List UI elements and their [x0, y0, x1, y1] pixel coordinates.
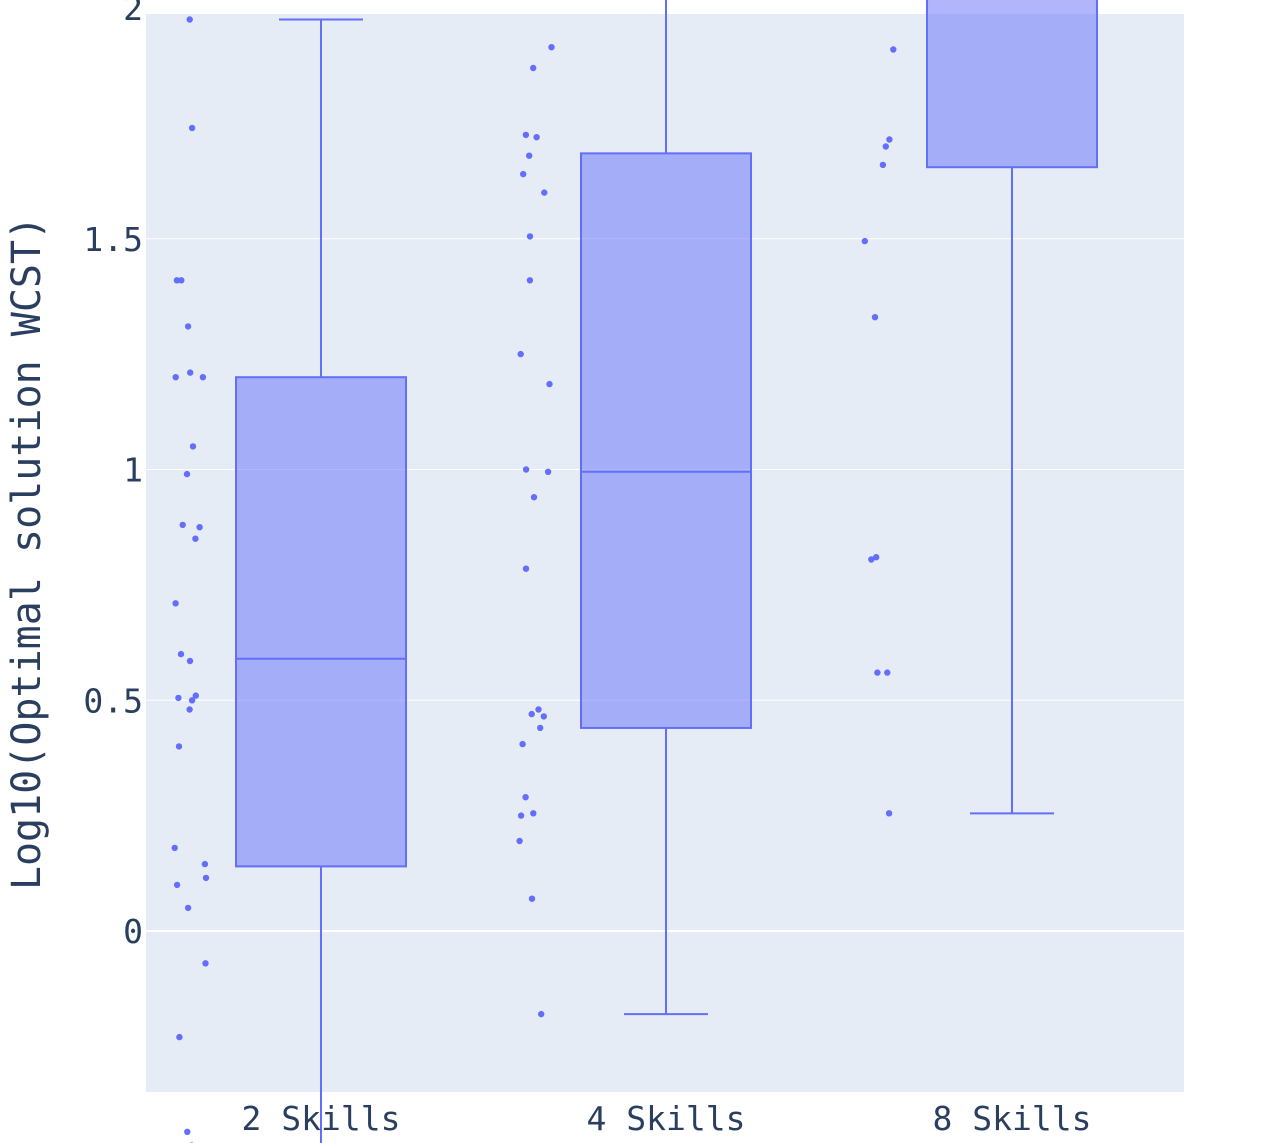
data-point	[528, 710, 535, 718]
data-point	[186, 657, 194, 665]
data-point	[868, 556, 875, 563]
x-tick-label: 8 Skills	[933, 1099, 1092, 1138]
data-point	[199, 374, 207, 381]
data-point	[177, 650, 185, 658]
data-point	[184, 1128, 191, 1136]
data-point	[516, 837, 523, 845]
data-point	[517, 812, 525, 819]
data-point	[874, 669, 881, 676]
data-point	[538, 1010, 545, 1018]
data-point	[522, 466, 530, 473]
data-point	[178, 277, 185, 284]
data-point	[196, 524, 203, 531]
data-point	[884, 669, 891, 676]
data-point	[890, 46, 897, 53]
box-series	[235, 0, 1098, 1143]
data-point	[171, 844, 178, 852]
data-point	[544, 468, 552, 475]
data-point	[179, 521, 186, 529]
data-point	[861, 237, 868, 245]
data-point	[546, 380, 553, 388]
data-point	[175, 694, 182, 702]
data-point	[533, 134, 540, 141]
data-point	[184, 323, 192, 330]
y-tick-label: 0.5	[83, 681, 143, 720]
x-axis-ticks: 2 Skills 4 Skills 8 Skills	[242, 1099, 1092, 1138]
data-point	[522, 565, 530, 572]
data-point	[535, 706, 542, 713]
data-point	[192, 535, 199, 542]
y-tick-label: 1	[123, 451, 143, 490]
data-point	[172, 374, 179, 381]
y-tick-label: 2	[123, 0, 143, 28]
y-axis-ticks: −0.500.511.522.533.5	[64, 0, 143, 1143]
data-point	[519, 740, 526, 748]
data-point	[183, 470, 191, 478]
data-point	[188, 697, 196, 704]
data-point	[885, 810, 893, 817]
data-point	[537, 724, 544, 732]
box-1	[235, 18, 407, 1143]
data-point	[882, 143, 889, 150]
data-point	[184, 904, 192, 912]
data-point	[522, 131, 530, 139]
data-point	[530, 64, 537, 72]
data-point	[176, 1033, 183, 1041]
data-point	[173, 277, 181, 284]
x-tick-label: 2 Skills	[242, 1099, 401, 1138]
jitter-points	[171, 16, 897, 1143]
y-tick-label: 0	[123, 912, 143, 951]
data-point	[526, 152, 533, 159]
box-body	[926, 0, 1098, 169]
data-point	[188, 124, 196, 132]
data-point	[189, 443, 197, 450]
data-point	[201, 860, 209, 868]
box-body	[580, 152, 752, 729]
data-point	[173, 881, 181, 889]
data-point	[526, 233, 534, 240]
data-point	[879, 161, 887, 169]
data-point	[530, 810, 537, 817]
data-point	[886, 136, 893, 143]
data-point	[548, 44, 555, 51]
data-point	[186, 706, 193, 713]
data-point	[202, 874, 210, 882]
data-point	[187, 369, 194, 376]
data-point	[530, 494, 538, 501]
data-point	[541, 189, 548, 196]
y-axis-title: Log10(Optimal solution WCST)	[4, 216, 50, 890]
data-point	[186, 16, 193, 23]
data-point	[202, 960, 209, 967]
data-point	[871, 314, 879, 321]
data-point	[522, 794, 529, 801]
box-2	[580, 0, 752, 1016]
data-point	[528, 895, 536, 902]
box-3	[926, 0, 1098, 815]
data-point	[526, 277, 534, 284]
x-tick-label: 4 Skills	[587, 1099, 746, 1138]
data-point	[517, 350, 524, 358]
data-point	[192, 692, 199, 699]
data-point	[175, 743, 183, 750]
data-point	[873, 554, 880, 561]
data-point	[540, 713, 547, 720]
box-body	[235, 376, 407, 868]
data-point	[172, 600, 179, 607]
data-point	[520, 170, 527, 178]
y-tick-label: 1.5	[83, 220, 143, 259]
